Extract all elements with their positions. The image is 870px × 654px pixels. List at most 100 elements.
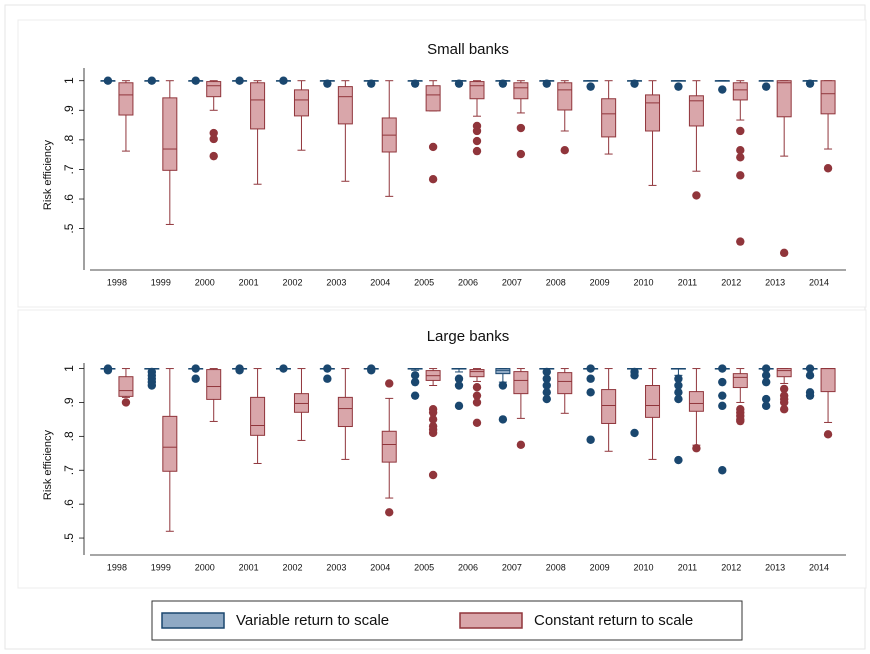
outlier (586, 82, 595, 91)
outlier (779, 398, 789, 407)
outlier (779, 384, 789, 394)
y-axis-label: Risk efficiency (42, 429, 54, 500)
x-tick-label: 2013 (765, 277, 785, 287)
box (688, 95, 704, 127)
box (645, 94, 661, 132)
box (776, 368, 792, 378)
x-tick-label: 1999 (151, 277, 171, 287)
outlier (279, 364, 288, 373)
outlier (761, 401, 771, 411)
panel-frame (17, 309, 867, 589)
outlier (472, 383, 482, 392)
outlier (428, 428, 438, 438)
x-tick-label: 1999 (151, 562, 171, 572)
box (469, 369, 485, 378)
y-tick-label: .6 (62, 499, 76, 509)
outlier (454, 79, 464, 88)
y-tick-label: .9 (62, 397, 76, 407)
outlier (472, 398, 482, 407)
outlier (805, 79, 815, 88)
outlier (586, 435, 595, 444)
outlier (761, 394, 771, 404)
x-tick-label: 2007 (502, 562, 522, 572)
outlier (498, 381, 508, 390)
box (337, 396, 353, 428)
outlier (674, 374, 683, 383)
x-tick-label: 2009 (590, 277, 610, 287)
legend-frame (151, 600, 743, 641)
box (688, 391, 704, 412)
outlier (542, 374, 551, 383)
outlier (516, 149, 526, 159)
x-tick-label: 2006 (458, 277, 478, 287)
outlier (209, 151, 218, 161)
outlier (718, 391, 727, 400)
outlier (542, 388, 551, 397)
outlier (428, 408, 438, 417)
outlier (209, 134, 218, 144)
x-tick-label: 2005 (414, 562, 434, 572)
x-tick-label: 2014 (809, 277, 829, 287)
box (118, 82, 134, 116)
box (776, 80, 792, 118)
outlier (736, 237, 745, 246)
x-tick-label: 2007 (502, 277, 522, 287)
chart-title: Small banks (427, 41, 509, 58)
outlier (367, 79, 376, 88)
x-tick-label: 2009 (590, 562, 610, 572)
outlier (542, 367, 551, 377)
outlier (674, 394, 683, 404)
x-tick-label: 2005 (414, 277, 434, 287)
outlier (410, 371, 420, 380)
outlier (674, 455, 683, 465)
outlier (586, 374, 595, 383)
outlier (761, 371, 771, 380)
outlier (736, 416, 745, 426)
box (250, 396, 266, 436)
outlier (454, 401, 464, 411)
outlier (472, 391, 482, 400)
y-axis-label: Risk efficiency (42, 139, 54, 210)
x-tick-label: 2004 (370, 277, 390, 287)
outlier (103, 76, 113, 85)
y-tick-label: .6 (62, 194, 76, 204)
y-tick-label: .7 (62, 465, 76, 475)
panel-frame (17, 19, 867, 308)
box (820, 80, 836, 115)
outlier (805, 391, 815, 400)
y-tick-label: .8 (62, 135, 76, 145)
outlier (586, 364, 595, 373)
box (469, 81, 485, 100)
outlier (472, 418, 482, 427)
outlier (191, 374, 200, 383)
outlier (823, 430, 833, 439)
box (293, 393, 309, 413)
outlier (736, 126, 745, 136)
outlier (761, 364, 771, 373)
outlier (428, 174, 438, 184)
outlier (736, 153, 745, 162)
outlier (718, 364, 727, 373)
outlier (674, 82, 683, 91)
outlier (147, 381, 157, 390)
outlier (761, 82, 771, 91)
outlier (718, 401, 727, 411)
box (601, 389, 617, 424)
box (732, 82, 748, 101)
x-tick-label: 2001 (239, 562, 259, 572)
outlier (428, 415, 438, 424)
outlier (121, 398, 131, 407)
outlier (718, 377, 727, 387)
x-tick-label: 2002 (282, 562, 302, 572)
box (601, 98, 617, 138)
outlier (235, 76, 244, 85)
y-tick-label: .5 (62, 223, 76, 233)
box (381, 430, 397, 463)
outlier (428, 470, 438, 480)
box (162, 97, 178, 171)
outlier (761, 377, 771, 387)
outlier (560, 146, 569, 155)
x-tick-label: 2003 (326, 562, 346, 572)
x-tick-label: 2008 (546, 277, 566, 287)
